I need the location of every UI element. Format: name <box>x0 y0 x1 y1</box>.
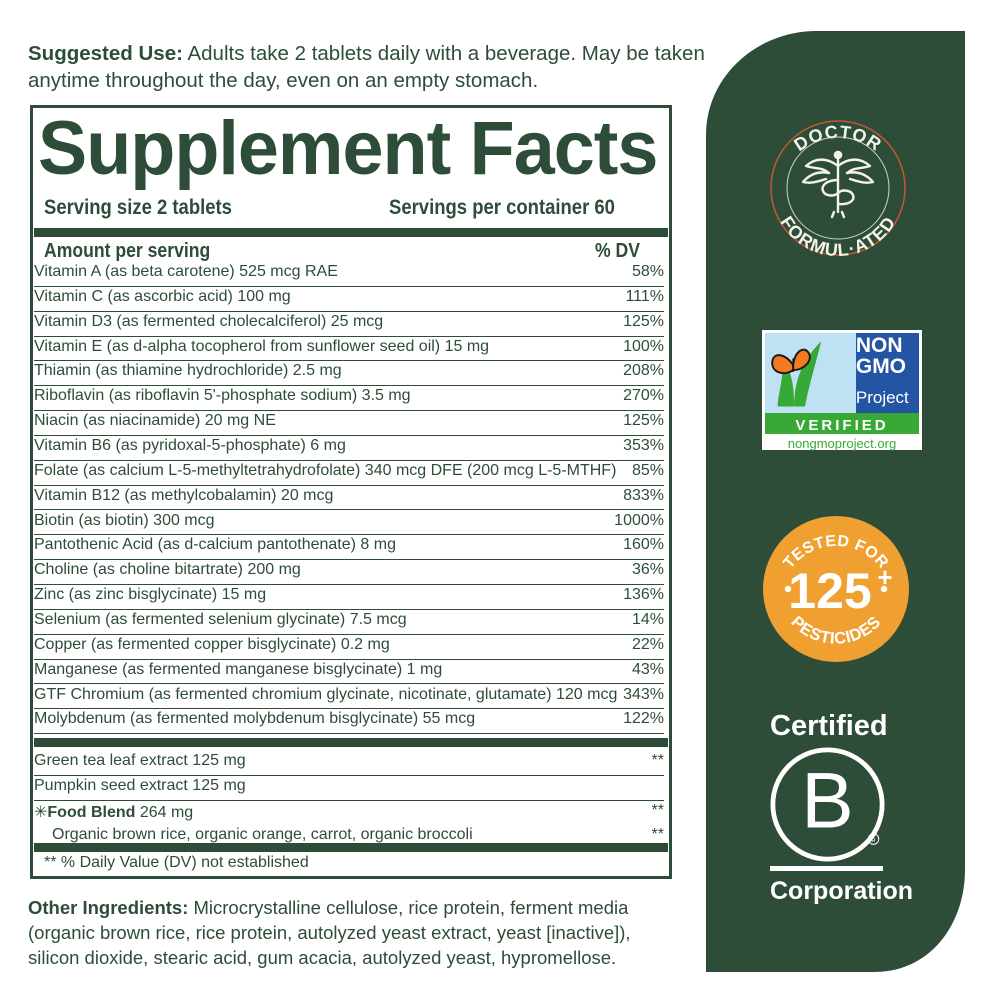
svg-text:B: B <box>801 757 853 845</box>
svg-text:125: 125 <box>788 563 871 619</box>
svg-text:R: R <box>871 838 875 844</box>
svg-text:FORMUL·ATED: FORMUL·ATED <box>776 213 899 261</box>
svg-text:+: + <box>877 562 892 592</box>
svg-text:DOCTOR: DOCTOR <box>790 122 885 155</box>
